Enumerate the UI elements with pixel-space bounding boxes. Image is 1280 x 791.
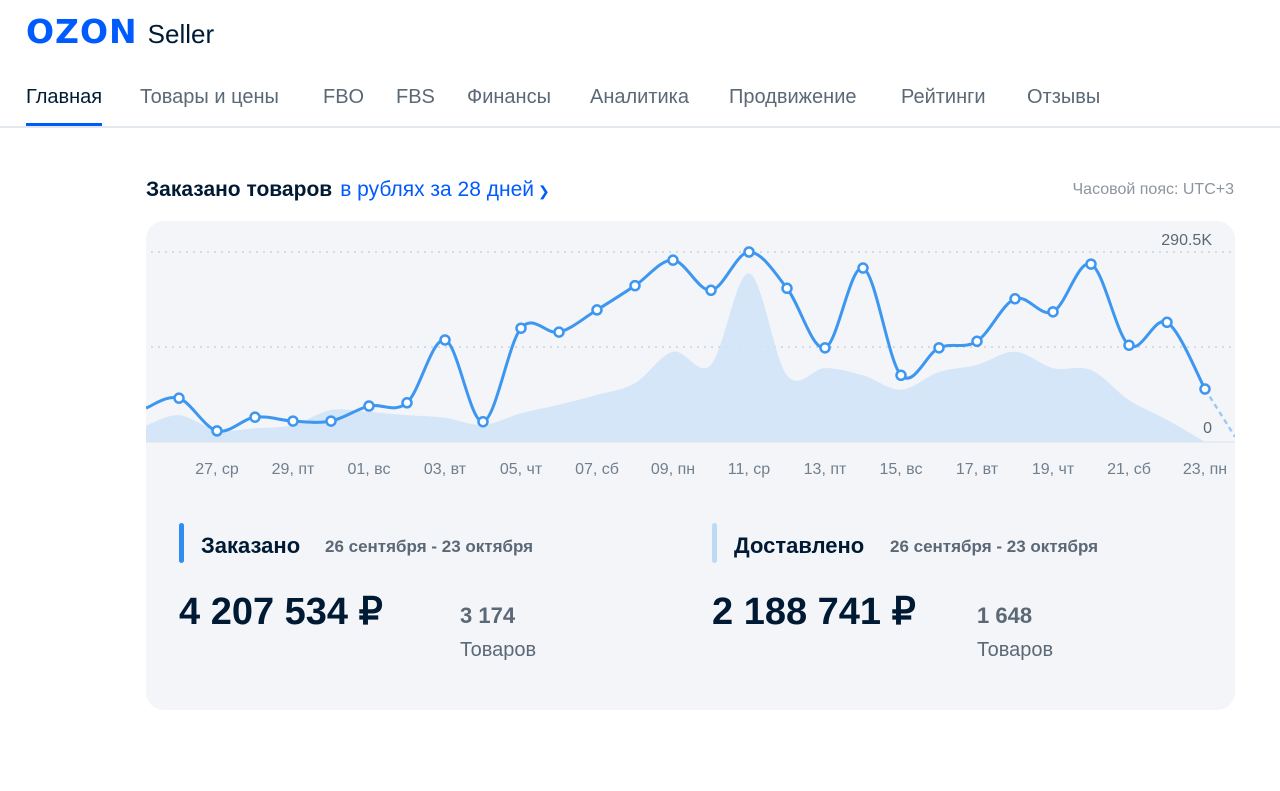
tab-finance[interactable]: Финансы: [467, 86, 551, 108]
widget-title: Заказано товаров в рублях за 28 дней ❯: [146, 178, 550, 202]
x-tick-label: 21, сб: [1107, 461, 1151, 478]
tab-fbo[interactable]: FBO: [323, 86, 365, 108]
timezone-label: Часовой пояс: UTC+3: [1072, 181, 1234, 198]
ozon-seller-logo[interactable]: OZON Seller: [26, 12, 214, 51]
data-point: [591, 304, 603, 316]
data-point: [933, 342, 945, 354]
data-point: [743, 246, 755, 258]
stat-count-label: Товаров: [977, 639, 1054, 661]
stat-period: 26 сентября - 23 октября: [325, 537, 534, 556]
stat-period: 26 сентября - 23 октября: [890, 537, 1099, 556]
period-selector[interactable]: в рублях за 28 дней ❯: [340, 178, 550, 202]
period-selector-label[interactable]: в рублях за 28 дней: [340, 178, 534, 201]
legend-bar-ordered: [179, 523, 184, 563]
main-nav: Главная Товары и цены FBO FBS Финансы Ан…: [0, 70, 1280, 128]
data-point: [515, 322, 527, 334]
stat-sum: 4 207 534 ₽: [179, 591, 383, 633]
data-point: [439, 334, 451, 346]
data-point: [1009, 293, 1021, 305]
x-tick-label: 23, пн: [1183, 461, 1227, 478]
data-point: [477, 415, 489, 428]
y-tick-label: 290.5K: [1161, 232, 1212, 249]
legend-bar-delivered: [712, 523, 717, 563]
data-point: [1047, 306, 1059, 318]
data-point: [629, 279, 641, 292]
stat-name: Доставлено: [734, 533, 865, 558]
stat-name: Заказано: [201, 533, 301, 558]
x-tick-label: 05, чт: [500, 461, 543, 478]
data-point: [211, 425, 223, 437]
widget-title-text: Заказано товаров: [146, 178, 333, 201]
data-point: [667, 254, 679, 266]
logo-ozon: OZON: [26, 12, 138, 51]
data-point: [1161, 316, 1173, 329]
stat-sum: 2 188 741 ₽: [712, 591, 916, 633]
delivered-area: [146, 273, 1205, 442]
data-point: [287, 415, 299, 427]
data-point: [401, 397, 413, 409]
x-tick-label: 07, сб: [575, 461, 619, 478]
data-point: [1123, 339, 1135, 351]
x-tick-label: 01, вс: [347, 461, 390, 478]
x-tick-label: 27, ср: [195, 461, 239, 478]
y-tick-label: 0: [1203, 420, 1212, 437]
data-point: [1085, 258, 1097, 270]
data-point: [705, 284, 717, 297]
data-point: [895, 369, 907, 382]
orders-chart: 290.5K 0 27, ср 29, пт 01, вс 03, вт 05, чт 07,…: [146, 232, 1235, 478]
x-tick-label: 17, вт: [956, 461, 999, 478]
x-tick-label: 29, пт: [272, 461, 315, 478]
stat-count-label: Товаров: [460, 639, 537, 661]
chevron-down-icon[interactable]: ❯: [538, 183, 550, 199]
data-point: [819, 342, 831, 354]
data-point: [363, 400, 375, 412]
stat-count: 1 648: [977, 603, 1033, 628]
tab-promotion[interactable]: Продвижение: [729, 86, 857, 108]
tab-reviews[interactable]: Отзывы: [1027, 86, 1101, 108]
data-point: [249, 411, 261, 423]
x-tick-label: 03, вт: [424, 461, 467, 478]
tab-products[interactable]: Товары и цены: [140, 86, 279, 108]
orders-widget: 290.5K 0 27, ср 29, пт 01, вс 03, вт 05, чт 07,…: [146, 221, 1235, 710]
tab-home[interactable]: Главная: [26, 86, 103, 126]
data-point: [857, 262, 869, 274]
data-point: [971, 335, 983, 348]
x-tick-label: 19, чт: [1032, 461, 1075, 478]
x-tick-label: 09, пн: [651, 461, 695, 478]
data-point: [1199, 383, 1211, 395]
tab-fbs[interactable]: FBS: [396, 86, 435, 108]
data-point: [325, 415, 337, 427]
x-tick-label: 15, вс: [879, 461, 922, 478]
data-point: [173, 392, 185, 404]
tab-analytics[interactable]: Аналитика: [590, 86, 689, 108]
x-tick-label: 11, ср: [728, 461, 771, 478]
logo-seller: Seller: [147, 19, 215, 49]
data-point: [781, 282, 793, 295]
stat-count: 3 174: [460, 603, 516, 628]
forecast-dashed-line: [1203, 388, 1235, 438]
x-tick-label: 13, пт: [804, 461, 847, 478]
data-point: [553, 326, 565, 338]
tab-ratings[interactable]: Рейтинги: [901, 86, 986, 108]
